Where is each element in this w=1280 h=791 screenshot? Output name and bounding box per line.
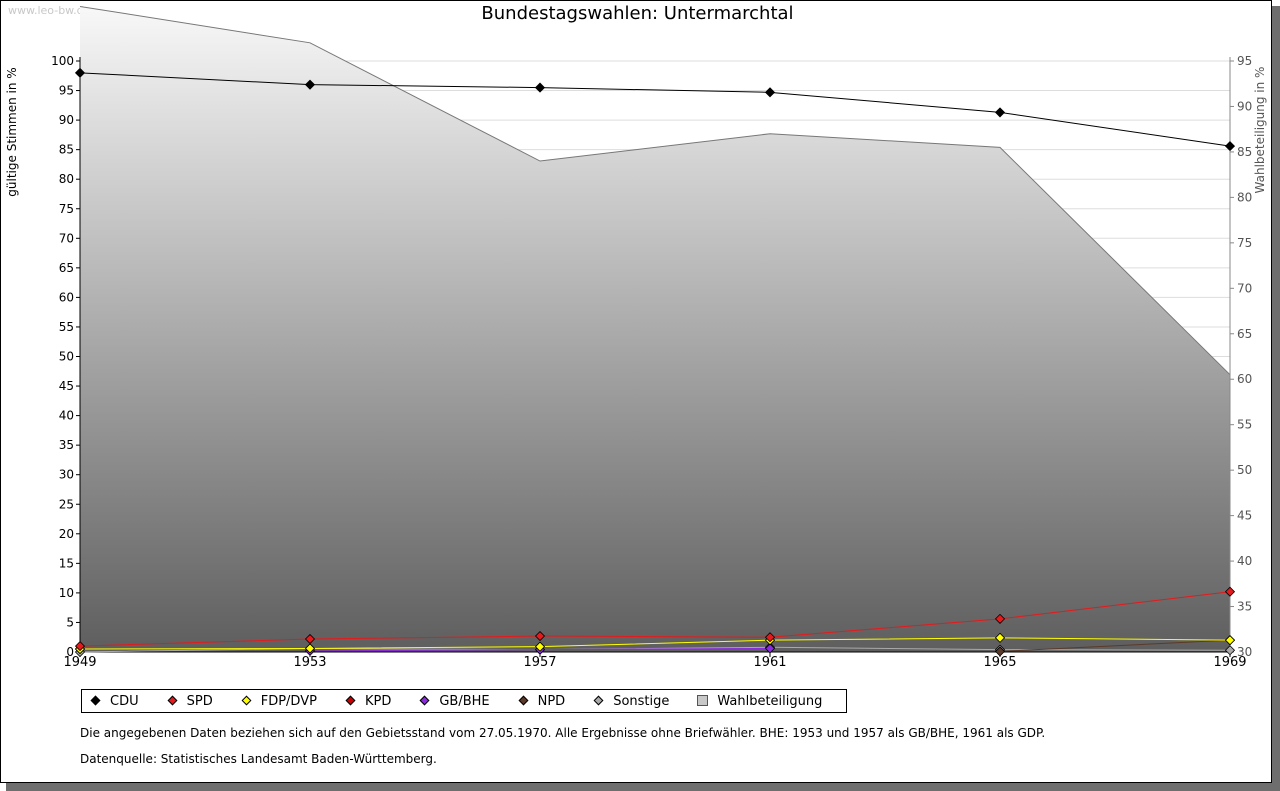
y-tick-label-left: 5 [66,615,74,629]
legend-marker-icon [90,695,102,707]
data-point-cdu [994,107,1006,118]
legend-label: KPD [364,693,392,709]
chart-legend: CDU SPD FDP/DVP KPD GB/BHE NPD Sonstige Wahlbet… [81,689,847,713]
data-point-fdp-dvp [304,643,316,654]
legend-label: CDU [110,693,139,709]
data-point-gb-bhe [764,643,776,654]
x-tick-label: 1965 [983,655,1016,670]
data-source: Datenquelle: Statistisches Landesamt Bad… [80,752,437,766]
legend-label: SPD [186,693,213,709]
data-point-fdp-dvp [1224,635,1236,646]
y-tick-label-left: 15 [59,556,74,570]
chart-title: Bundestagswahlen: Untermarchtal [481,3,794,24]
legend-label: Sonstige [613,693,670,709]
y-tick-label-left: 30 [59,468,74,482]
legend-label: FDP/DVP [260,693,317,709]
y-tick-label-right: 30 [1237,645,1252,659]
y-tick-label-right: 55 [1237,418,1252,432]
legend-label: Wahlbeteiligung [717,693,823,709]
frame-shadow-bottom [6,783,1280,791]
y-tick-label-right: 50 [1237,463,1252,477]
y-tick-label-left: 95 [59,84,74,98]
y-tick-label-left: 85 [59,143,74,157]
turnout-area [80,6,1230,652]
series-line-cdu [79,72,1231,147]
y-tick-label-left: 80 [59,172,74,186]
y-tick-label-left: 75 [59,202,74,216]
y-tick-label-right: 85 [1237,145,1252,159]
legend-item: GB/BHE [419,693,490,709]
data-point-spd [764,632,776,643]
data-point-cdu [74,67,86,78]
legend-marker-icon [697,695,709,707]
data-point-spd [304,633,316,645]
y-tick-label-right: 35 [1237,600,1252,614]
y-tick-label-left: 60 [59,290,74,304]
legend-item: Sonstige [593,694,669,709]
y-tick-label-left: 25 [59,497,74,511]
x-tick-label: 1969 [1213,655,1246,670]
y-tick-label-left: 55 [59,320,74,334]
series-line-spd [79,591,1231,647]
y-tick-label-left: 40 [59,409,74,423]
data-point-sonstige [1224,645,1236,656]
legend-item: Wahlbeteiligung [697,694,822,709]
y-tick-label-left: 100 [51,54,74,68]
y-tick-label-left: 20 [59,527,74,541]
data-point-fdp-dvp [534,641,546,652]
x-tick-label: 1953 [293,655,326,670]
legend-marker-icon [419,695,431,707]
data-point-cdu [1224,141,1236,152]
legend-label: GB/BHE [439,693,490,709]
legend-item: SPD [167,694,213,709]
legend-item: FDP/DVP [241,694,317,709]
y-tick-label-left: 65 [59,261,74,275]
legend-item: CDU [90,694,139,709]
legend-marker-icon [345,695,357,707]
series-line-npd [999,639,1231,652]
y-tick-label-left: 70 [59,231,74,245]
x-tick-label: 1957 [523,655,556,670]
data-point-spd [534,630,546,642]
data-point-npd [994,646,1006,657]
legend-item: NPD [518,693,566,709]
legend-marker-icon [593,695,605,707]
data-point-spd [74,641,86,652]
legend-marker-icon [518,695,530,707]
legend-label: NPD [537,693,566,709]
footnote: Die angegebenen Daten beziehen sich auf … [80,726,1046,740]
y-tick-label-left: 90 [59,113,74,127]
y-tick-label-right: 90 [1237,99,1252,113]
y-tick-label-right: 95 [1237,54,1252,68]
data-point-spd [994,613,1006,624]
legend-marker-icon [167,695,179,707]
legend-marker-icon [241,695,253,707]
x-tick-label: 1961 [753,655,786,670]
frame-shadow-right [1272,6,1280,791]
data-point-cdu [304,79,316,90]
y-tick-label-right: 45 [1237,509,1252,523]
watermark: www.leo-bw.de [8,4,91,17]
y-tick-label-right: 60 [1237,372,1252,386]
data-point-fdp-dvp [994,632,1006,643]
data-point-cdu [764,87,776,98]
legend-item: KPD [345,694,391,709]
x-tick-label: 1949 [63,655,96,670]
y-tick-label-right: 65 [1237,327,1252,341]
y-tick-label-left: 10 [59,586,74,600]
y-tick-label-left: 0 [66,645,74,659]
y-tick-label-left: 45 [59,379,74,393]
y-tick-label-right: 75 [1237,236,1252,250]
turnout-line [79,5,1231,376]
y-tick-label-right: 80 [1237,190,1252,204]
y-tick-label-left: 50 [59,350,74,364]
y-tick-label-right: 40 [1237,554,1252,568]
y-tick-label-right: 70 [1237,281,1252,295]
data-point-spd [1224,586,1236,597]
y-tick-label-left: 35 [59,438,74,452]
series-line-fdp-dvp [79,637,1231,650]
data-point-cdu [534,82,546,93]
